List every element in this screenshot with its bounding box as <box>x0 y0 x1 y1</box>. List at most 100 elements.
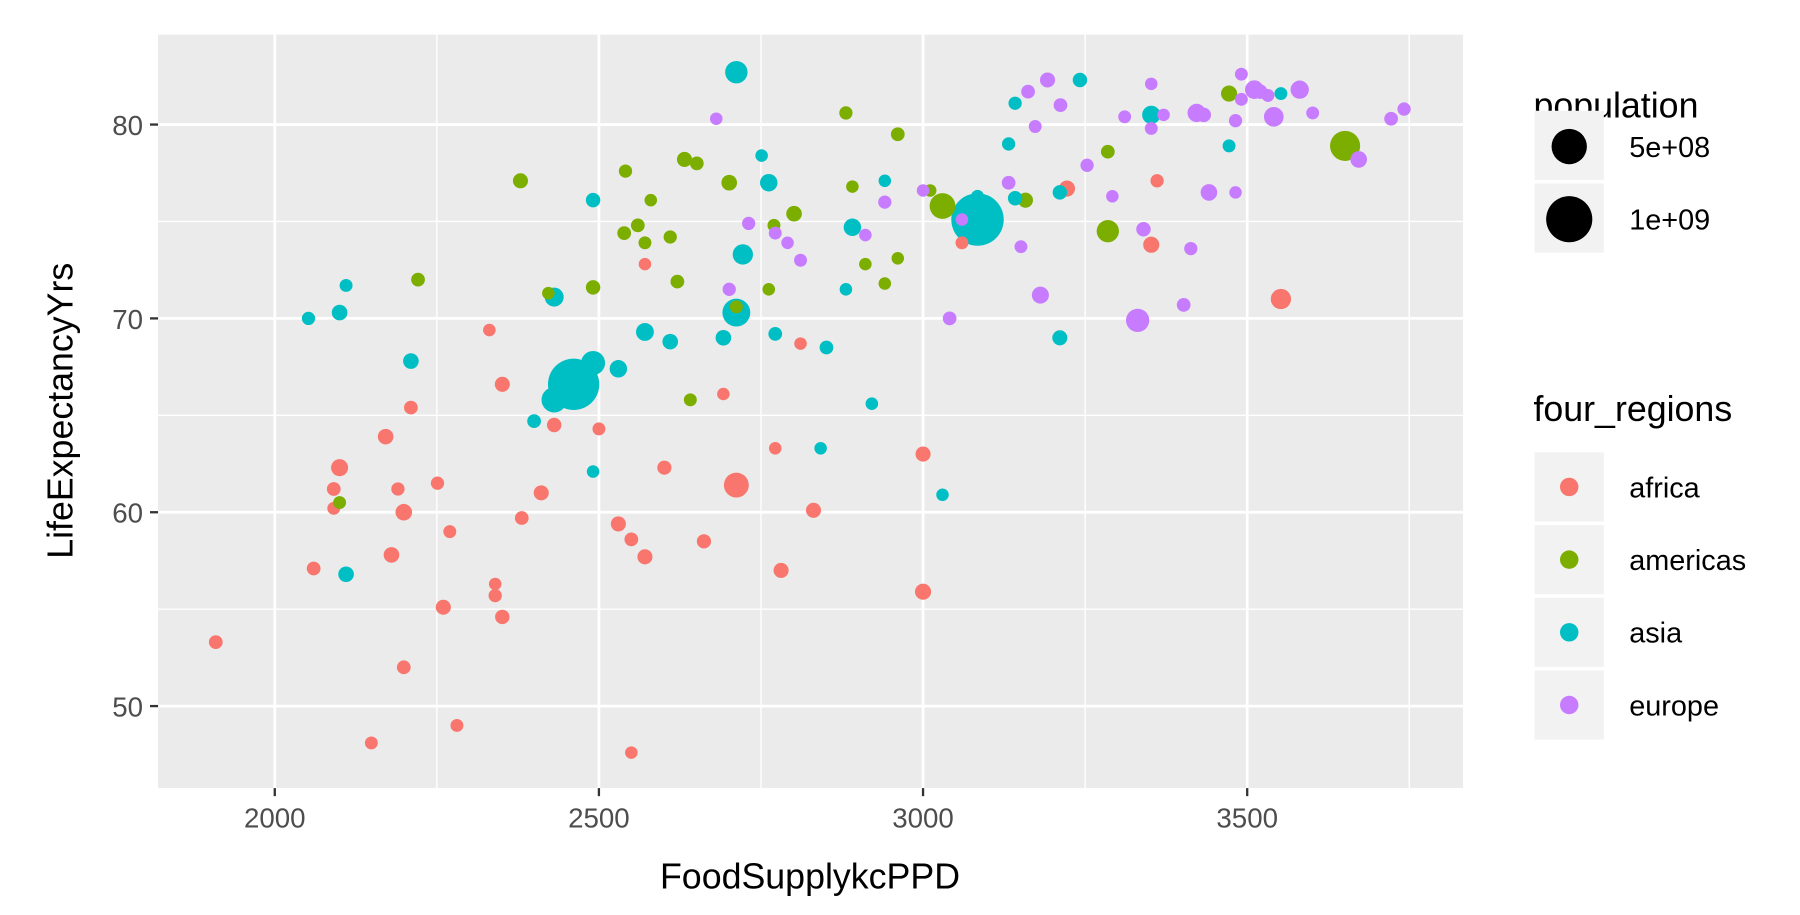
data-point-asia <box>581 350 606 375</box>
x-tick-label: 3000 <box>892 802 954 833</box>
data-point-africa <box>915 446 931 462</box>
data-point-africa <box>610 516 626 532</box>
data-point-asia <box>936 488 949 502</box>
data-point-asia <box>635 323 654 341</box>
data-point-africa <box>488 577 502 591</box>
data-point-europe <box>1021 84 1035 99</box>
data-point-africa <box>430 476 445 490</box>
data-point-asia <box>951 193 1004 246</box>
data-point-asia <box>586 465 600 478</box>
color-legend-dot-europe <box>1560 695 1579 715</box>
data-point-americas <box>663 230 677 244</box>
data-point-americas <box>333 496 347 510</box>
data-point-americas <box>890 127 905 142</box>
data-point-americas <box>585 280 601 295</box>
data-point-europe <box>1184 241 1198 256</box>
data-point-europe <box>878 195 892 209</box>
data-point-africa <box>696 534 712 549</box>
data-point-africa <box>625 746 638 759</box>
data-point-europe <box>1144 77 1158 91</box>
data-point-asia <box>1222 139 1236 153</box>
plot-panel <box>158 34 1464 789</box>
data-point-africa <box>1143 236 1160 253</box>
data-point-asia <box>755 149 768 162</box>
data-point-europe <box>1261 89 1275 102</box>
data-point-africa <box>768 442 782 455</box>
size-legend-label: 5e+08 <box>1629 132 1710 164</box>
data-point-europe <box>1290 80 1309 99</box>
size-legend-label: 1e+09 <box>1629 205 1710 237</box>
data-point-africa <box>638 257 652 271</box>
data-point-asia <box>768 327 783 341</box>
data-point-africa <box>377 428 394 445</box>
data-point-americas <box>729 300 743 314</box>
data-point-europe <box>1196 107 1211 123</box>
data-point-asia <box>339 278 353 292</box>
data-point-europe <box>1234 92 1248 106</box>
color-legend-label: americas <box>1629 545 1746 577</box>
legend: population four_regions 5e+081e+09africa… <box>1533 86 1746 740</box>
data-point-europe <box>942 311 957 326</box>
data-point-americas <box>512 173 529 189</box>
data-point-asia <box>1052 185 1068 200</box>
data-point-americas <box>839 106 853 120</box>
data-point-africa <box>914 583 932 600</box>
data-point-asia <box>971 189 984 203</box>
data-point-asia <box>878 174 892 188</box>
data-point-africa <box>364 736 378 750</box>
data-point-asia <box>1007 190 1023 206</box>
data-point-americas <box>638 236 652 250</box>
data-point-europe <box>1118 110 1132 124</box>
data-point-africa <box>495 609 510 625</box>
data-point-americas <box>630 218 645 233</box>
data-point-africa <box>637 549 653 565</box>
data-point-africa <box>396 660 411 675</box>
data-point-europe <box>742 216 756 231</box>
data-point-asia <box>609 360 628 378</box>
data-point-africa <box>483 323 496 337</box>
data-point-americas <box>689 156 704 171</box>
data-point-africa <box>805 502 822 518</box>
color-legend-title: four_regions <box>1533 389 1732 429</box>
data-point-asia <box>843 218 862 237</box>
x-tick-label: 3500 <box>1216 802 1278 833</box>
data-point-americas <box>859 257 872 271</box>
data-point-africa <box>723 472 749 498</box>
data-point-africa <box>794 337 807 350</box>
data-point-africa <box>592 422 606 436</box>
data-point-americas <box>1100 144 1115 159</box>
data-point-africa <box>383 547 400 563</box>
data-point-africa <box>331 459 349 477</box>
size-legend-dot <box>1551 128 1587 165</box>
data-point-africa <box>624 532 639 547</box>
data-point-europe <box>1031 286 1049 304</box>
data-point-asia <box>1142 105 1161 125</box>
data-point-asia <box>527 414 541 429</box>
data-point-africa <box>494 376 510 392</box>
data-points <box>208 61 1411 759</box>
data-point-africa <box>391 482 405 496</box>
data-point-americas <box>786 205 802 222</box>
data-point-africa <box>395 503 413 521</box>
data-point-europe <box>1053 98 1068 113</box>
data-point-europe <box>1136 222 1151 237</box>
data-point-americas <box>891 252 905 265</box>
data-point-europe <box>1028 120 1042 133</box>
data-point-africa <box>717 387 730 401</box>
data-point-europe <box>709 112 723 126</box>
color-legend-label: asia <box>1629 618 1683 650</box>
data-point-americas <box>542 286 555 300</box>
data-point-asia <box>331 304 348 321</box>
color-legend-label: africa <box>1629 472 1700 504</box>
data-point-asia <box>715 329 732 346</box>
data-point-americas <box>411 272 425 287</box>
color-legend-dot-asia <box>1560 623 1579 642</box>
data-point-americas <box>644 193 658 207</box>
data-point-asia <box>1274 87 1288 101</box>
color-legend-dot-africa <box>1560 477 1579 497</box>
data-point-asia <box>814 442 827 455</box>
data-point-asia <box>662 333 679 350</box>
data-point-africa <box>546 417 562 433</box>
data-point-africa <box>657 460 672 475</box>
